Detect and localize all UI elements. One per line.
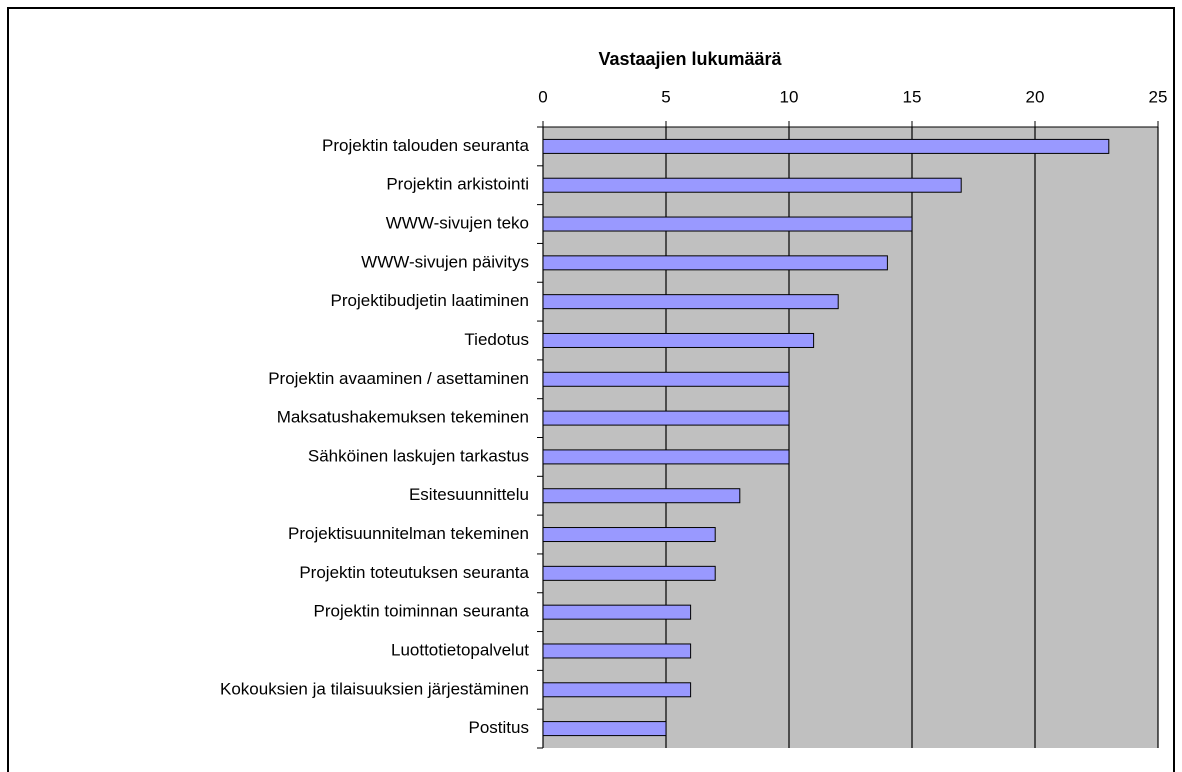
x-tick-label: 0 — [538, 87, 547, 106]
bar — [542, 682, 692, 698]
y-tick-label: Sähköinen laskujen tarkastus — [308, 446, 529, 465]
y-tick-label: Projektibudjetin laatiminen — [331, 291, 529, 310]
bar — [542, 410, 790, 426]
x-tick-label: 5 — [661, 87, 670, 106]
bar — [542, 177, 962, 193]
y-tick-label: Projektin arkistointi — [386, 175, 529, 194]
y-tick-label: Kokouksien ja tilaisuuksien järjestämine… — [220, 679, 529, 698]
x-tick-label: 10 — [780, 87, 799, 106]
y-tick-label: Esitesuunnittelu — [409, 485, 529, 504]
bar — [542, 255, 888, 271]
bar — [542, 294, 839, 310]
bar — [542, 527, 716, 543]
bar — [542, 371, 790, 387]
bar — [542, 721, 667, 737]
bar — [542, 449, 790, 465]
x-tick-label: 20 — [1026, 87, 1045, 106]
bar — [542, 138, 1110, 154]
y-tick-label: Projektisuunnitelman tekeminen — [288, 524, 529, 543]
bar — [542, 332, 815, 348]
bar — [542, 643, 692, 659]
bar — [542, 565, 716, 581]
y-tick-label: Projektin talouden seuranta — [322, 136, 530, 155]
x-tick-label: 25 — [1149, 87, 1168, 106]
y-tick-label: Tiedotus — [464, 330, 529, 349]
bar — [542, 604, 692, 620]
y-tick-label: Maksatushakemuksen tekeminen — [277, 408, 529, 427]
y-tick-label: Postitus — [469, 718, 529, 737]
y-tick-label: WWW-sivujen päivitys — [361, 252, 529, 271]
axis-title: Vastaajien lukumäärä — [598, 49, 782, 69]
bar — [542, 216, 913, 232]
y-tick-label: WWW-sivujen teko — [386, 214, 529, 233]
y-tick-label: Luottotietopalvelut — [391, 640, 529, 659]
y-tick-label: Projektin toteutuksen seuranta — [299, 563, 529, 582]
bar — [542, 488, 741, 504]
x-tick-label: 15 — [903, 87, 922, 106]
y-tick-label: Projektin avaaminen / asettaminen — [268, 369, 529, 388]
y-tick-label: Projektin toiminnan seuranta — [314, 602, 530, 621]
